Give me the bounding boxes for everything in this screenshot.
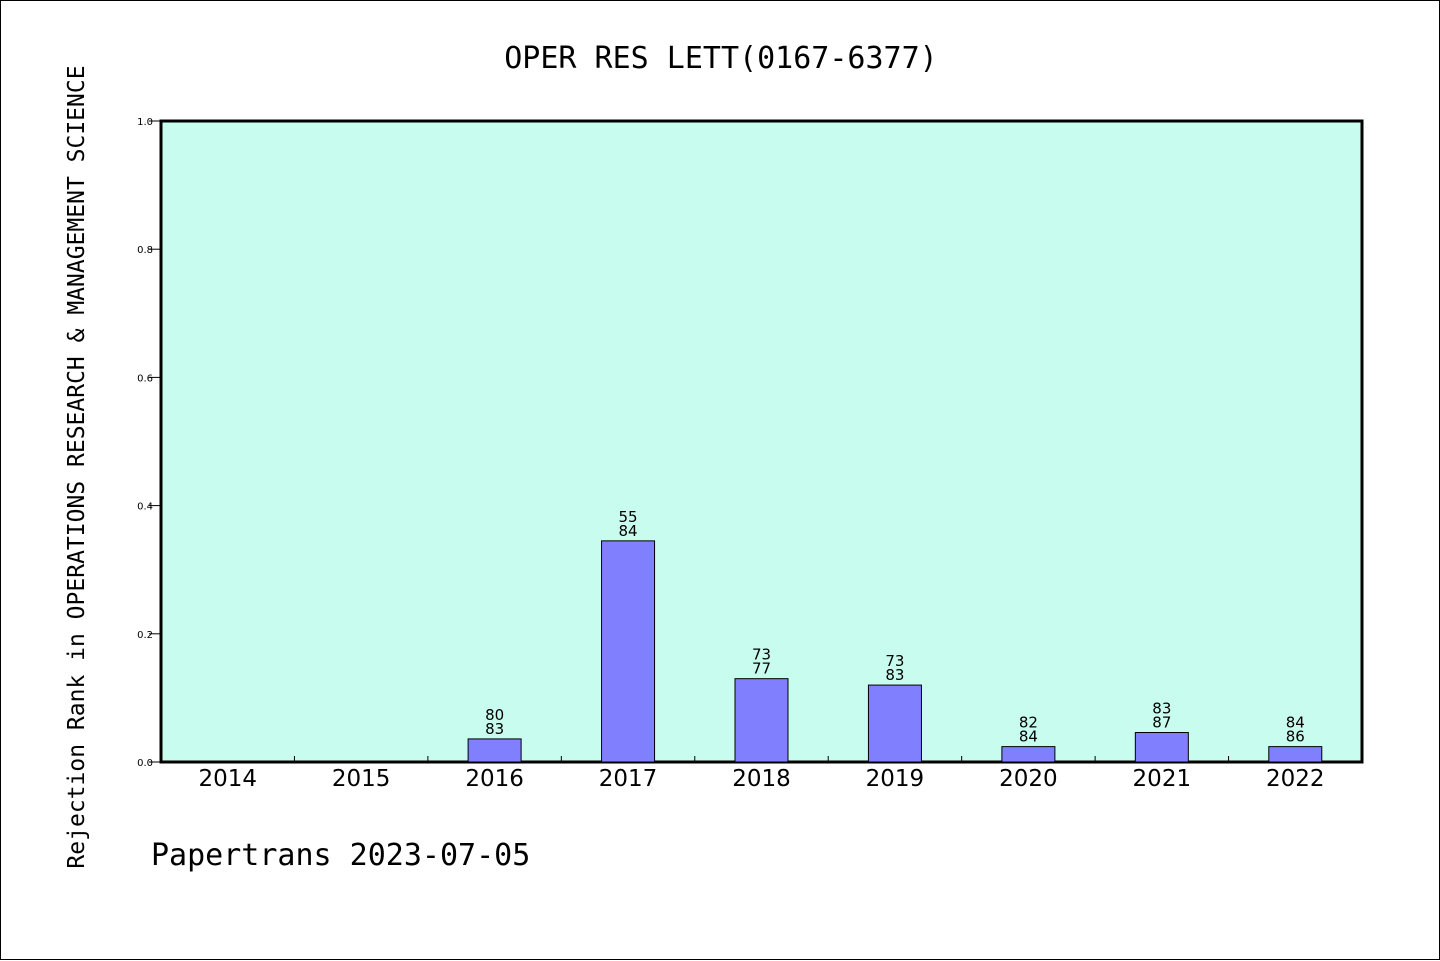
bar-label-bottom: 83 xyxy=(885,666,904,684)
x-tick-label: 2015 xyxy=(332,766,391,792)
bar-label-bottom: 77 xyxy=(752,660,771,678)
x-tick-label: 2021 xyxy=(1133,766,1192,792)
bar xyxy=(1134,732,1189,763)
x-tick-label: 2020 xyxy=(999,766,1058,792)
x-axis-ticks: 2014 2015 2016 2017 2018 2019 2020 2021 2022 xyxy=(198,756,1325,792)
bar xyxy=(601,540,656,763)
bar-label-bottom: 86 xyxy=(1286,728,1305,746)
plot-area xyxy=(159,119,1364,764)
bar-label-top: 73 xyxy=(752,646,771,664)
bar-label-bottom: 84 xyxy=(1019,728,1038,746)
bar xyxy=(867,684,922,763)
x-tick-label: 2022 xyxy=(1266,766,1325,792)
y-tick-label: 0.2 xyxy=(137,630,153,641)
y-axis-ticks: 0.0 0.2 0.4 0.6 0.8 1.0 xyxy=(137,117,161,769)
bar-label-top: 84 xyxy=(1286,714,1305,732)
y-tick-label: 0.0 xyxy=(137,758,153,769)
bar xyxy=(1001,746,1056,763)
bar-label-top: 80 xyxy=(485,706,504,724)
y-tick-label: 0.4 xyxy=(137,502,153,513)
footer-credit: Papertrans 2023-07-05 xyxy=(151,838,530,873)
x-tick-label: 2017 xyxy=(599,766,658,792)
bar-label-bottom: 87 xyxy=(1152,714,1171,732)
bar-label-top: 83 xyxy=(1152,700,1171,718)
chart-title: OPER RES LETT(0167-6377) xyxy=(504,41,937,76)
x-tick-label: 2014 xyxy=(198,766,257,792)
bar-label-bottom: 83 xyxy=(485,720,504,738)
x-tick-label: 2019 xyxy=(866,766,925,792)
x-tick-label: 2016 xyxy=(465,766,524,792)
bar xyxy=(1268,746,1323,763)
bar-label-top: 55 xyxy=(619,508,638,526)
bar-label-top: 73 xyxy=(885,652,904,670)
bar xyxy=(467,738,522,763)
y-tick-label: 1.0 xyxy=(137,117,153,128)
y-axis-label: Rejection Rank in OPERATIONS RESEARCH & … xyxy=(64,65,90,868)
y-tick-label: 0.8 xyxy=(137,245,153,256)
bar xyxy=(734,678,789,763)
bar-label-bottom: 84 xyxy=(619,522,638,540)
x-tick-label: 2018 xyxy=(732,766,791,792)
y-tick-label: 0.6 xyxy=(137,373,153,384)
bar-label-top: 82 xyxy=(1019,714,1038,732)
bars-group xyxy=(467,540,1323,763)
